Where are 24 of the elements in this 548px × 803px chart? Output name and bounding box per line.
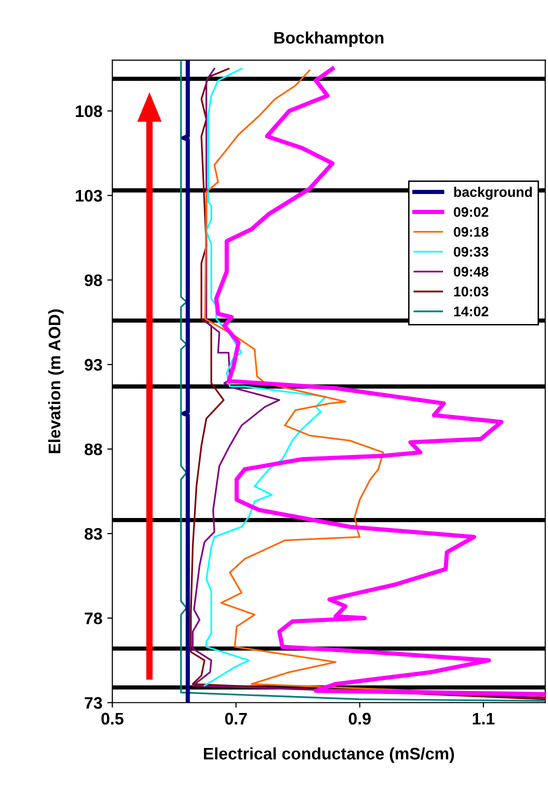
x-axis-title: Electrical conductance (mS/cm) (204, 747, 454, 763)
x-tick-label: 1.1 (472, 712, 495, 724)
x-tick-label: 0.7 (225, 712, 247, 725)
y-tick-label: 103 (76, 190, 102, 202)
line-series (181, 60, 190, 703)
x-tick-label: 0.5 (101, 712, 124, 725)
y-tick-label: 83 (84, 528, 102, 540)
legend-label: 14:02 (454, 306, 488, 316)
line-series (204, 68, 327, 687)
y-tick-label: 98 (84, 274, 102, 286)
y-tick-label: 88 (84, 443, 102, 456)
y-axis-title: Elevation (m AOD) (48, 309, 64, 454)
chart-title: Bockhampton (274, 31, 384, 48)
y-tick-label: 73 (84, 697, 102, 709)
y-tick-label: 93 (84, 358, 102, 371)
x-tick-label: 0.9 (348, 712, 371, 725)
y-tick-label: 78 (84, 612, 102, 624)
y-tick-label: 108 (76, 105, 102, 118)
legend-label: 10:03 (454, 286, 488, 297)
legend-label: 09:02 (454, 207, 488, 217)
legend-label: background (454, 186, 532, 200)
legend-label: 09:18 (454, 226, 488, 237)
legend-label: 09:48 (454, 266, 488, 277)
legend-label: 09:33 (454, 246, 488, 257)
